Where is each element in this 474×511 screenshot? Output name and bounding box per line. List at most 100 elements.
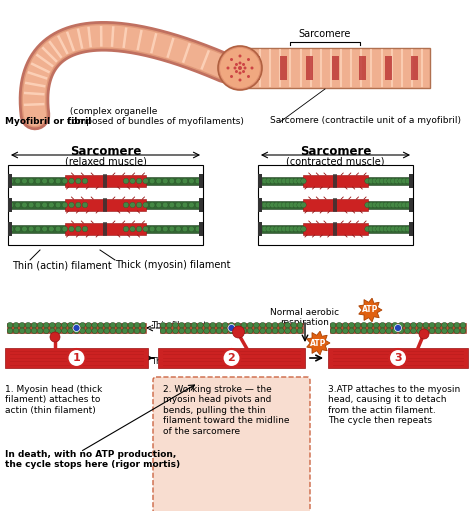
Circle shape [13, 322, 19, 328]
Circle shape [410, 322, 416, 328]
Circle shape [55, 322, 61, 328]
Circle shape [68, 328, 73, 334]
Circle shape [175, 178, 181, 184]
Circle shape [191, 322, 197, 328]
Circle shape [228, 328, 234, 334]
Circle shape [365, 202, 370, 208]
Circle shape [247, 58, 250, 61]
Text: Sarcomere: Sarcomere [70, 145, 141, 158]
Circle shape [266, 322, 272, 328]
Circle shape [270, 226, 275, 232]
Circle shape [301, 202, 306, 208]
Circle shape [82, 178, 88, 184]
Circle shape [86, 328, 91, 334]
Bar [64, 175, 146, 187]
Circle shape [343, 322, 348, 328]
Circle shape [204, 322, 210, 328]
Circle shape [293, 226, 299, 232]
Bar [409, 174, 413, 188]
Circle shape [398, 322, 404, 328]
Circle shape [82, 202, 88, 208]
Bar [158, 348, 305, 368]
Circle shape [285, 226, 291, 232]
Circle shape [282, 226, 287, 232]
Circle shape [28, 226, 34, 232]
Circle shape [241, 328, 247, 334]
Circle shape [293, 202, 299, 208]
Circle shape [48, 226, 54, 232]
Circle shape [262, 226, 268, 232]
Circle shape [391, 202, 396, 208]
Circle shape [8, 202, 14, 208]
FancyBboxPatch shape [153, 377, 310, 511]
Circle shape [175, 202, 181, 208]
Circle shape [195, 178, 201, 184]
Circle shape [254, 322, 259, 328]
Circle shape [392, 328, 398, 334]
Circle shape [401, 226, 407, 232]
Circle shape [368, 178, 374, 184]
Circle shape [110, 322, 116, 328]
Circle shape [15, 202, 20, 208]
Circle shape [169, 178, 174, 184]
Circle shape [222, 328, 228, 334]
Circle shape [337, 322, 342, 328]
Circle shape [387, 226, 392, 232]
Circle shape [277, 202, 283, 208]
Circle shape [355, 328, 361, 334]
Text: In death, with no ATP production,
the cycle stops here (rigor mortis): In death, with no ATP production, the cy… [5, 450, 180, 470]
Circle shape [218, 46, 262, 90]
Circle shape [86, 322, 91, 328]
Circle shape [22, 226, 27, 232]
Circle shape [140, 322, 146, 328]
Bar [280, 56, 287, 80]
Circle shape [376, 178, 382, 184]
Bar [160, 323, 303, 333]
Polygon shape [307, 331, 330, 355]
Circle shape [394, 324, 401, 332]
Circle shape [55, 328, 61, 334]
Circle shape [405, 226, 411, 232]
Bar [123, 201, 201, 209]
Circle shape [289, 226, 295, 232]
Circle shape [31, 328, 37, 334]
Circle shape [62, 178, 68, 184]
Circle shape [169, 202, 174, 208]
Circle shape [361, 328, 367, 334]
Circle shape [149, 178, 155, 184]
Circle shape [349, 322, 355, 328]
Circle shape [266, 202, 272, 208]
Bar [242, 48, 430, 88]
Text: Sarcomere (contractile unit of a myofibril): Sarcomere (contractile unit of a myofibr… [270, 116, 461, 125]
Circle shape [128, 322, 134, 328]
Bar [303, 223, 368, 235]
Text: Thick (myosin) filament: Thick (myosin) filament [115, 260, 230, 270]
Circle shape [398, 202, 403, 208]
Circle shape [282, 202, 287, 208]
Bar [365, 225, 411, 233]
Circle shape [301, 178, 306, 184]
Circle shape [182, 178, 188, 184]
Circle shape [98, 328, 103, 334]
Circle shape [44, 328, 49, 334]
Bar [359, 56, 366, 80]
Circle shape [374, 328, 379, 334]
Circle shape [454, 328, 460, 334]
Circle shape [137, 202, 142, 208]
Circle shape [330, 322, 336, 328]
Circle shape [110, 328, 116, 334]
Circle shape [391, 226, 396, 232]
Text: 3.ATP attaches to the myosin
head, causing it to detach
from the actin filament.: 3.ATP attaches to the myosin head, causi… [328, 385, 460, 425]
Circle shape [49, 328, 55, 334]
Circle shape [405, 202, 411, 208]
Circle shape [22, 178, 27, 184]
Circle shape [166, 328, 172, 334]
Circle shape [394, 202, 400, 208]
Circle shape [179, 322, 184, 328]
Circle shape [380, 322, 385, 328]
Circle shape [258, 202, 264, 208]
Circle shape [35, 226, 41, 232]
Circle shape [273, 226, 279, 232]
Text: ATP: ATP [362, 306, 378, 314]
Circle shape [387, 202, 392, 208]
